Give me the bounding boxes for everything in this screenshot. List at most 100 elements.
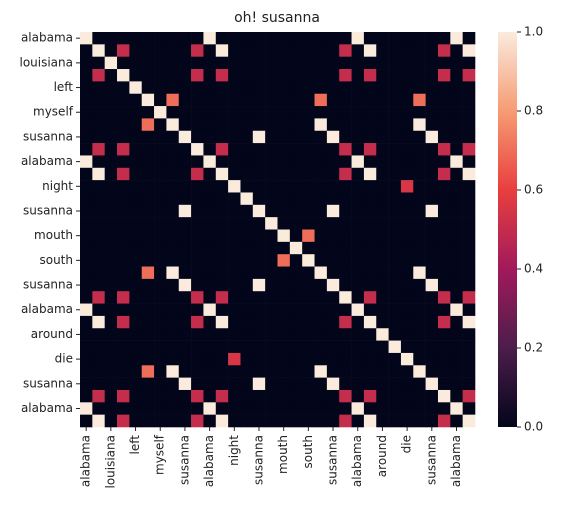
heatmap-cell	[80, 266, 93, 280]
heatmap-cell	[462, 130, 476, 144]
heatmap-cell	[400, 32, 414, 45]
heatmap-cell	[141, 414, 155, 428]
heatmap-cell	[166, 402, 180, 415]
heatmap-cell	[141, 402, 155, 415]
heatmap-cell	[289, 44, 303, 57]
heatmap-cell	[203, 81, 217, 95]
heatmap-cell	[400, 217, 414, 230]
heatmap-cell	[129, 44, 143, 57]
heatmap-cell	[228, 155, 241, 169]
heatmap-cell	[277, 340, 291, 354]
heatmap-cell	[376, 291, 389, 304]
heatmap-cell	[425, 93, 439, 107]
heatmap-cell	[141, 167, 155, 181]
heatmap-cell	[326, 217, 340, 230]
heatmap-cell	[240, 266, 254, 280]
heatmap-cell	[289, 315, 303, 329]
heatmap-cell	[437, 81, 451, 95]
heatmap-cell	[141, 278, 155, 292]
heatmap-cell	[80, 241, 93, 255]
heatmap-cell	[141, 93, 155, 107]
heatmap-cell	[326, 402, 340, 415]
heatmap-cell	[252, 241, 266, 255]
heatmap-cell	[363, 32, 377, 45]
heatmap-cell	[289, 130, 303, 144]
heatmap-cell	[240, 414, 254, 428]
heatmap-cell	[80, 254, 93, 267]
heatmap-cell	[376, 340, 389, 354]
heatmap-cell	[462, 377, 476, 391]
heatmap-cell	[302, 377, 315, 391]
heatmap-cell	[154, 217, 167, 230]
heatmap-cell	[117, 254, 130, 267]
heatmap-cell	[104, 69, 118, 82]
heatmap-cell	[437, 204, 451, 218]
heatmap-cell	[388, 266, 402, 280]
heatmap-cell	[240, 180, 254, 193]
heatmap-cell	[376, 118, 389, 132]
heatmap-cell	[215, 69, 229, 82]
heatmap-cell	[437, 56, 451, 70]
heatmap-cell	[388, 303, 402, 317]
heatmap-cell	[277, 414, 291, 428]
heatmap-cell	[314, 377, 328, 391]
heatmap-cell	[129, 56, 143, 70]
heatmap-cell	[376, 365, 389, 378]
heatmap-cell	[265, 414, 278, 428]
heatmap-cell	[104, 229, 118, 243]
heatmap-cell	[450, 118, 463, 132]
heatmap-cell	[203, 278, 217, 292]
heatmap-cell	[141, 266, 155, 280]
heatmap-cell	[437, 340, 451, 354]
heatmap-cell	[240, 389, 254, 403]
heatmap-cell	[302, 69, 315, 82]
heatmap-cell	[326, 278, 340, 292]
x-tick-label: left	[128, 435, 142, 455]
heatmap-cell	[228, 143, 241, 156]
heatmap-cell	[191, 44, 204, 57]
heatmap-cell	[413, 352, 426, 366]
heatmap-cell	[203, 389, 217, 403]
heatmap-cell	[302, 118, 315, 132]
heatmap-cell	[450, 254, 463, 267]
heatmap-cell	[339, 402, 352, 415]
heatmap-cell	[129, 217, 143, 230]
y-tick-label: south	[39, 253, 73, 267]
heatmap-cell	[388, 56, 402, 70]
heatmap-cell	[240, 229, 254, 243]
heatmap-cell	[104, 365, 118, 378]
heatmap-cell	[388, 328, 402, 341]
heatmap-cell	[277, 180, 291, 193]
heatmap-cell	[228, 291, 241, 304]
heatmap-cell	[425, 81, 439, 95]
y-tick-label: louisiana	[19, 55, 73, 69]
heatmap-cell	[388, 352, 402, 366]
heatmap-cell	[104, 414, 118, 428]
heatmap-cell	[400, 402, 414, 415]
heatmap-cell	[462, 167, 476, 181]
heatmap-cell	[326, 254, 340, 267]
heatmap-cell	[117, 315, 130, 329]
heatmap-cell	[462, 44, 476, 57]
heatmap-cell	[141, 352, 155, 366]
heatmap-cell	[289, 266, 303, 280]
heatmap-cell	[462, 118, 476, 132]
heatmap-cell	[450, 69, 463, 82]
heatmap-cell	[425, 106, 439, 119]
heatmap-cell	[326, 377, 340, 391]
heatmap-cell	[265, 340, 278, 354]
heatmap-cell	[80, 365, 93, 378]
heatmap-cell	[351, 44, 365, 57]
heatmap-cell	[141, 192, 155, 206]
heatmap-cell	[154, 69, 167, 82]
heatmap-cell	[80, 44, 93, 57]
heatmap-cell	[265, 229, 278, 243]
heatmap-cell	[166, 365, 180, 378]
heatmap-cell	[178, 303, 192, 317]
heatmap-cell	[141, 44, 155, 57]
heatmap-cell	[302, 217, 315, 230]
heatmap-cell	[413, 402, 426, 415]
heatmap-cell	[104, 44, 118, 57]
heatmap-cell	[191, 278, 204, 292]
heatmap-cell	[388, 118, 402, 132]
